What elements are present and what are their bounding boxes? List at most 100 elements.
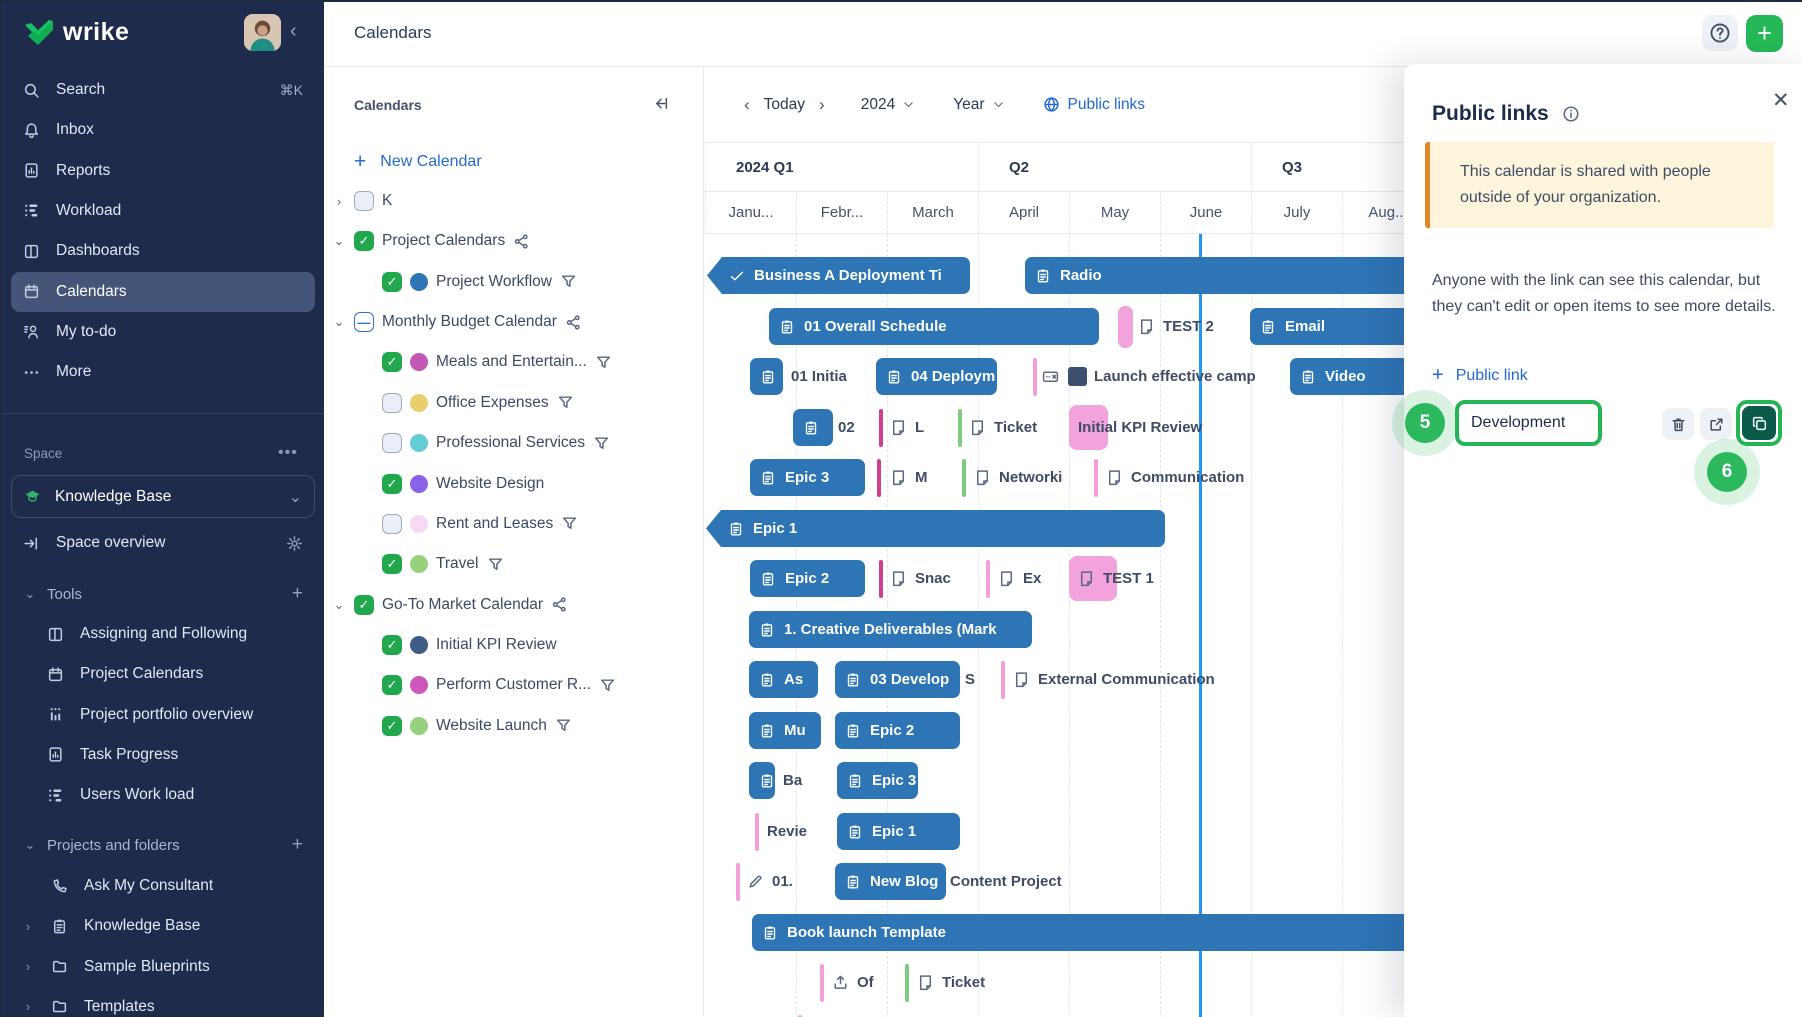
timeline-label-test-2[interactable]: TEST 2 (1138, 308, 1214, 345)
sidebar-item-search[interactable]: Search ⌘K (11, 70, 315, 110)
timeline-strip[interactable] (755, 813, 759, 851)
timeline-label-m[interactable]: M (890, 459, 928, 496)
calendar-tree-item-k[interactable]: › K (332, 181, 392, 221)
new-calendar-button[interactable]: + New Calendar (354, 150, 482, 174)
calendar-tree-item-website-launch[interactable]: ✓ Website Launch (382, 706, 572, 746)
timeline-bar-04-deploym[interactable]: 04 Deploym (876, 358, 997, 395)
timeline-bar-epic-2[interactable]: Epic 2 (750, 560, 865, 597)
checkbox-on[interactable]: ✓ (354, 231, 374, 252)
calendar-tree-item-website-design[interactable]: ✓ Website Design (382, 464, 544, 504)
projects-group-header[interactable]: ⌄ Projects and folders + (11, 825, 315, 865)
year-select[interactable]: 2024 (861, 96, 915, 114)
timeline-strip[interactable] (958, 409, 962, 447)
sidebar-item-templates[interactable]: › Templates (11, 987, 315, 1017)
timeline-bar-book-launch-template[interactable]: Book launch Template (752, 914, 1412, 951)
timeline-label-snac[interactable]: Snac (890, 560, 951, 597)
add-project-icon[interactable]: + (291, 834, 303, 855)
timeline-strip[interactable] (962, 459, 966, 497)
checkbox-off[interactable] (382, 513, 402, 534)
timeline-label-launch-effective-camp[interactable]: Launch effective camp (1094, 358, 1256, 395)
sidebar-collapse-icon[interactable]: ‹ (290, 20, 297, 42)
timeline-strip[interactable] (798, 1015, 802, 1017)
timeline-label-initial-kpi-review[interactable]: Initial KPI Review (1078, 409, 1202, 446)
delete-link-button[interactable] (1662, 408, 1694, 440)
timeline-bar-new-blog[interactable]: New Blog (835, 863, 946, 900)
timeline-label-communication[interactable]: Communication (1106, 459, 1244, 496)
timeline-strip[interactable] (986, 560, 990, 598)
calendar-tree-item-project-calendars[interactable]: ⌄ ✓ Project Calendars (332, 221, 530, 261)
timeline-label-content-project[interactable]: Content Project (950, 863, 1062, 900)
calendar-tree-item-monthly-budget-calendar[interactable]: ⌄ — Monthly Budget Calendar (332, 302, 582, 342)
sidebar-item-knowledge-base[interactable]: › Knowledge Base (11, 906, 315, 946)
sidebar-item-dashboards[interactable]: Dashboards (11, 231, 315, 271)
calendar-tree-item-professional-services[interactable]: Professional Services (382, 423, 610, 463)
calendar-tree-item-initial-kpi-review[interactable]: ✓ Initial KPI Review (382, 625, 557, 665)
checkbox-on[interactable]: ✓ (382, 271, 402, 292)
sidebar-item-inbox[interactable]: Inbox (11, 110, 315, 150)
timeline-bar-email[interactable]: Email (1250, 308, 1412, 345)
timeline-label-external-communication[interactable]: External Communication (1013, 661, 1215, 698)
prev-period-icon[interactable]: ‹ (744, 94, 750, 114)
link-name-field[interactable]: Development (1471, 414, 1566, 431)
timeline-label-test-1[interactable]: TEST 1 (1078, 560, 1154, 597)
timeline-bar-epic-3[interactable]: Epic 3 (750, 459, 865, 496)
checkbox-on[interactable]: ✓ (354, 594, 374, 615)
space-selector[interactable]: Knowledge Base ⌄ (11, 475, 315, 518)
chevron-down-icon[interactable]: ⌄ (333, 596, 345, 612)
timeline-label-02[interactable]: 02 (838, 409, 855, 446)
timeline-bar-1-creative-deliverables-mark[interactable]: 1. Creative Deliverables (Mark (749, 611, 1032, 648)
chevron-down-icon[interactable]: ⌄ (333, 233, 345, 249)
timeline-strip[interactable] (877, 459, 881, 497)
sidebar-item-project-calendars[interactable]: Project Calendars (11, 654, 315, 694)
checkbox-on[interactable]: ✓ (382, 634, 402, 655)
add-tool-icon[interactable]: + (291, 583, 303, 604)
timeline-bar-radio[interactable]: Radio (1025, 257, 1412, 294)
open-link-button[interactable] (1700, 408, 1732, 440)
timeline-bar-epic-1[interactable]: Epic 1 (837, 813, 960, 850)
timeline-label-01-initia[interactable]: 01 Initia (791, 358, 847, 395)
timeline-label-s[interactable]: S (965, 661, 975, 698)
timeline-label-ex[interactable]: Ex (998, 560, 1041, 597)
sidebar-item-assigning-and-following[interactable]: Assigning and Following (11, 614, 315, 654)
sidebar-item-my-to-do[interactable]: My to-do (11, 312, 315, 352)
timeline-label-ticket[interactable]: Ticket (969, 409, 1037, 446)
add-public-link-button[interactable]: + Public link (1432, 364, 1528, 387)
timeline-strip[interactable] (820, 964, 824, 1002)
timeline-milestone-block[interactable] (1069, 556, 1117, 601)
timeline-bar-epic-1[interactable]: Epic 1 (706, 510, 1165, 547)
timeline-bar-item[interactable] (793, 409, 833, 446)
checkbox-on[interactable]: ✓ (382, 715, 402, 736)
timeline-bar-business-a-deployment-ti[interactable]: Business A Deployment Ti (707, 257, 970, 294)
sidebar-item-calendars[interactable]: Calendars (11, 271, 315, 312)
sidebar-item-sample-blueprints[interactable]: › Sample Blueprints (11, 947, 315, 987)
sidebar-item-workload[interactable]: Workload (11, 191, 315, 231)
timeline-bar-epic-2[interactable]: Epic 2 (835, 712, 960, 749)
help-button[interactable] (1702, 15, 1738, 51)
calendar-tree-item-meals-and-entertain-[interactable]: ✓ Meals and Entertain... (382, 342, 612, 382)
chevron-down-icon[interactable]: ⌄ (333, 314, 345, 330)
timeline-bar-03-develop[interactable]: 03 Develop (835, 661, 960, 698)
calendar-tree-item-perform-customer-r-[interactable]: ✓ Perform Customer R... (382, 665, 616, 705)
wrike-logo[interactable]: wrike (24, 18, 129, 47)
sidebar-item-reports[interactable]: Reports (11, 151, 315, 191)
sidebar-item-task-progress[interactable]: Task Progress (11, 735, 315, 775)
timeline-strip[interactable] (736, 863, 740, 901)
zoom-select[interactable]: Year (953, 96, 1004, 114)
timeline-strip[interactable] (1001, 661, 1005, 699)
timeline-label-l[interactable]: L (890, 409, 924, 446)
checkbox-on[interactable]: ✓ (382, 554, 402, 575)
timeline-strip[interactable] (1094, 459, 1098, 497)
sidebar-item-more[interactable]: More (11, 352, 315, 392)
timeline-bar-01-overall-schedule[interactable]: 01 Overall Schedule (769, 308, 1099, 345)
timeline-label-ba[interactable]: Ba (783, 762, 802, 799)
timeline-bar-epic-3[interactable]: Epic 3 (837, 762, 918, 799)
checkbox-off[interactable] (382, 392, 402, 413)
timeline-milestone-pill[interactable] (1118, 306, 1133, 348)
timeline-bar-item[interactable] (750, 358, 783, 395)
sidebar-item-space-overview[interactable]: Space overview (11, 523, 315, 563)
checkbox-off[interactable] (382, 433, 402, 454)
timeline-label-networki[interactable]: Networki (974, 459, 1062, 496)
gear-icon[interactable] (286, 535, 303, 552)
calendar-tree-item-office-expenses[interactable]: Office Expenses (382, 383, 574, 423)
timeline-label-ticket[interactable]: Ticket (917, 964, 985, 1001)
